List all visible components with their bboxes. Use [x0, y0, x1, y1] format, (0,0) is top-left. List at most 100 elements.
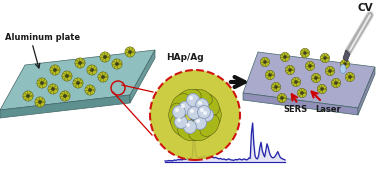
- Ellipse shape: [64, 71, 70, 74]
- Ellipse shape: [53, 84, 58, 89]
- Ellipse shape: [317, 87, 321, 91]
- Circle shape: [101, 75, 105, 79]
- Ellipse shape: [132, 49, 135, 55]
- Ellipse shape: [326, 71, 330, 75]
- Ellipse shape: [127, 47, 133, 50]
- Ellipse shape: [189, 123, 212, 141]
- Ellipse shape: [65, 91, 70, 96]
- Ellipse shape: [334, 84, 338, 88]
- Ellipse shape: [102, 59, 108, 62]
- Circle shape: [344, 63, 346, 65]
- Ellipse shape: [322, 89, 326, 93]
- Ellipse shape: [105, 52, 110, 57]
- Ellipse shape: [305, 53, 309, 57]
- Ellipse shape: [322, 85, 326, 89]
- Circle shape: [324, 57, 326, 59]
- Circle shape: [197, 106, 211, 118]
- Ellipse shape: [340, 62, 344, 66]
- Ellipse shape: [85, 87, 88, 93]
- Ellipse shape: [300, 51, 304, 55]
- Ellipse shape: [306, 62, 310, 66]
- Ellipse shape: [178, 123, 201, 141]
- Ellipse shape: [39, 78, 45, 81]
- Ellipse shape: [105, 74, 108, 80]
- Ellipse shape: [291, 80, 294, 84]
- Polygon shape: [243, 52, 375, 108]
- Ellipse shape: [266, 71, 270, 75]
- Polygon shape: [243, 93, 358, 115]
- Ellipse shape: [341, 60, 345, 64]
- Circle shape: [186, 94, 200, 106]
- Ellipse shape: [325, 58, 329, 62]
- Circle shape: [198, 101, 202, 105]
- Circle shape: [321, 88, 324, 90]
- Ellipse shape: [100, 52, 105, 57]
- Circle shape: [186, 123, 190, 127]
- Circle shape: [294, 81, 297, 83]
- Ellipse shape: [125, 47, 130, 52]
- Ellipse shape: [305, 64, 308, 68]
- Ellipse shape: [282, 94, 286, 98]
- Ellipse shape: [341, 64, 345, 68]
- Ellipse shape: [350, 77, 354, 81]
- Ellipse shape: [348, 72, 352, 75]
- Circle shape: [129, 50, 132, 54]
- Ellipse shape: [107, 54, 110, 60]
- Ellipse shape: [276, 83, 280, 87]
- Ellipse shape: [280, 99, 284, 103]
- Ellipse shape: [125, 52, 130, 57]
- Ellipse shape: [37, 97, 43, 100]
- Ellipse shape: [311, 76, 314, 80]
- Ellipse shape: [50, 65, 55, 70]
- Text: CV: CV: [357, 3, 373, 13]
- Circle shape: [328, 70, 332, 72]
- Ellipse shape: [94, 67, 97, 73]
- Ellipse shape: [60, 91, 65, 96]
- Ellipse shape: [29, 93, 33, 99]
- Circle shape: [189, 96, 193, 100]
- Ellipse shape: [80, 63, 85, 68]
- Ellipse shape: [127, 54, 133, 57]
- Ellipse shape: [100, 57, 105, 62]
- Circle shape: [280, 97, 284, 99]
- Ellipse shape: [60, 93, 64, 99]
- Ellipse shape: [265, 58, 269, 62]
- Ellipse shape: [36, 97, 40, 102]
- Ellipse shape: [328, 66, 332, 70]
- Ellipse shape: [62, 73, 65, 79]
- Ellipse shape: [171, 94, 190, 115]
- Ellipse shape: [300, 88, 304, 91]
- Ellipse shape: [316, 74, 320, 78]
- Text: HAp/Ag: HAp/Ag: [166, 53, 204, 62]
- Circle shape: [39, 100, 42, 104]
- Circle shape: [40, 81, 43, 84]
- Circle shape: [187, 106, 200, 120]
- Ellipse shape: [280, 93, 284, 97]
- Ellipse shape: [350, 73, 354, 77]
- Circle shape: [104, 55, 107, 58]
- Ellipse shape: [130, 52, 135, 57]
- Circle shape: [150, 70, 240, 160]
- Circle shape: [175, 115, 187, 129]
- Circle shape: [203, 111, 207, 115]
- Ellipse shape: [98, 77, 103, 82]
- Ellipse shape: [274, 88, 278, 92]
- Ellipse shape: [298, 89, 302, 93]
- Ellipse shape: [306, 66, 310, 70]
- Ellipse shape: [318, 76, 321, 80]
- Circle shape: [288, 69, 291, 71]
- Ellipse shape: [261, 58, 265, 62]
- Ellipse shape: [265, 73, 268, 77]
- Ellipse shape: [53, 65, 57, 68]
- Ellipse shape: [37, 78, 42, 83]
- Ellipse shape: [92, 70, 97, 75]
- Circle shape: [263, 61, 266, 63]
- Ellipse shape: [87, 67, 90, 73]
- Ellipse shape: [105, 57, 110, 62]
- Ellipse shape: [101, 79, 105, 82]
- Text: Aluminum plate: Aluminum plate: [5, 33, 80, 42]
- Ellipse shape: [102, 52, 108, 55]
- Ellipse shape: [37, 83, 42, 88]
- Ellipse shape: [189, 89, 212, 107]
- Ellipse shape: [77, 58, 83, 61]
